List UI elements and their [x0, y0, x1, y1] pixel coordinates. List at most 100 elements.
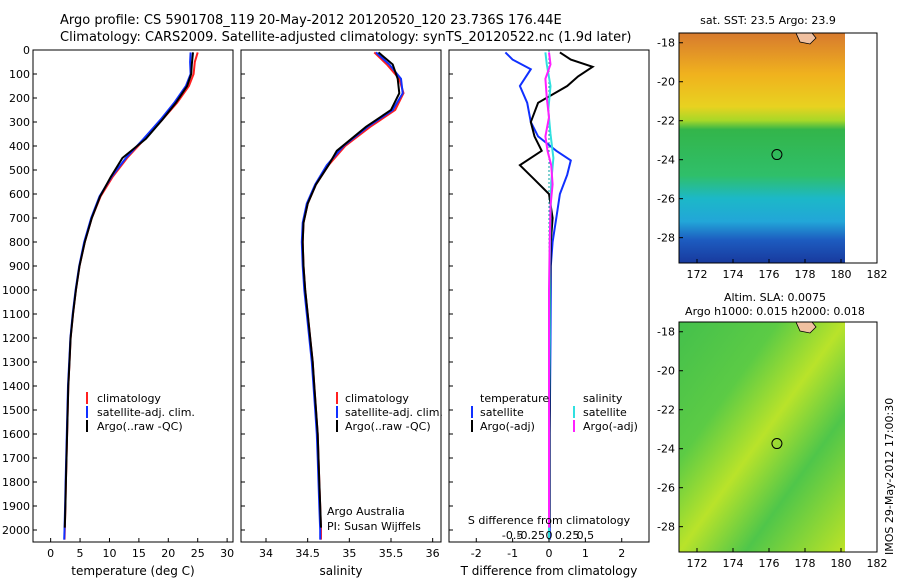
pi-note: PI: Susan Wijffels [327, 520, 421, 533]
x-tick-label: 30 [220, 547, 234, 560]
argo-position-marker [771, 438, 783, 450]
x2-tick-label: 0 [546, 529, 553, 542]
x-tick-label: 1 [582, 547, 589, 560]
x-tick-label: 2 [618, 547, 625, 560]
map-x-tick-label: 174 [723, 557, 744, 570]
sst-frame [678, 32, 878, 264]
x-tick-label: 34.5 [295, 547, 320, 560]
salinity-frame [240, 49, 442, 543]
x-tick-label: 0 [546, 547, 553, 560]
map-x-tick-label: 180 [831, 268, 852, 281]
map-y-tick-label: -18 [657, 326, 675, 339]
sst-land-mask [845, 33, 877, 263]
map-y-tick-label: -24 [657, 154, 675, 167]
map-x-tick-label: 172 [687, 268, 708, 281]
y-tick-label: 1900 [2, 500, 30, 513]
x-tick-label: 5 [77, 547, 84, 560]
map-x-tick-label: 176 [759, 268, 780, 281]
series-t-satellite [504, 51, 572, 540]
header-line1: Argo profile: CS 5901708_119 20-May-2012… [60, 13, 562, 28]
series-t-argo-adj- [518, 51, 595, 528]
temperature-legend: climatology satellite-adj. clim. Argo(..… [86, 392, 195, 433]
y-tick-label: 1000 [2, 284, 30, 297]
legend-label-satellite: satellite-adj. clim. [345, 406, 443, 419]
x2-tick-label: -0.25 [517, 529, 545, 542]
y-tick-label: 500 [9, 164, 30, 177]
map-x-tick-label: 180 [831, 557, 852, 570]
legend-label-t-satellite: satellite [480, 406, 524, 419]
y-tick-label: 1200 [2, 332, 30, 345]
map-y-tick-label: -26 [657, 482, 675, 495]
legend-label-climatology: climatology [97, 392, 161, 405]
map-y-tick-label: -20 [657, 365, 675, 378]
x-tick-label: 35 [342, 547, 356, 560]
header-line2: Climatology: CARS2009. Satellite-adjuste… [60, 30, 632, 45]
x-tick-label: 15 [132, 547, 146, 560]
x-tick-label: -1 [507, 547, 518, 560]
legend-title-salinity: salinity [583, 392, 623, 405]
y-tick-label: 300 [9, 116, 30, 129]
imos-side-label: IMOS 29-May-2012 17:00:30 [883, 398, 896, 555]
y-tick-label: 700 [9, 212, 30, 225]
y-tick-label: 1500 [2, 404, 30, 417]
x2-tick-label: 0.5 [577, 529, 595, 542]
y-tick-label: 1100 [2, 308, 30, 321]
t-diff-xlabel: T difference from climatology [460, 564, 638, 578]
legend-label-argo: Argo(..raw -QC) [345, 420, 431, 433]
sla-title: Altim. SLA: 0.0075 [724, 291, 826, 304]
x-tick-label: 0 [47, 547, 54, 560]
legend-label-satellite: satellite-adj. clim. [97, 406, 195, 419]
sla-subtitle: Argo h1000: 0.015 h2000: 0.018 [685, 305, 865, 318]
legend-title-temperature: temperature [480, 392, 549, 405]
series-climatology [63, 52, 199, 540]
temperature-xlabel: temperature (deg C) [71, 564, 194, 578]
map-y-tick-label: -18 [657, 37, 675, 50]
temperature-panel: 0 5 10 15 20 25 300100200300400500600700800900… [2, 44, 234, 578]
sla-frame [678, 321, 878, 553]
legend-label-t-argo: Argo(-adj) [480, 420, 535, 433]
salinity-legend: climatology satellite-adj. clim. Argo(..… [336, 392, 443, 433]
x-tick-label: 35.5 [379, 547, 404, 560]
salinity-xlabel: salinity [319, 564, 362, 578]
argo-position-marker [771, 149, 783, 161]
argo-australia-note: Argo Australia [327, 505, 405, 518]
legend-label-s-satellite: satellite [583, 406, 627, 419]
y-tick-label: 2000 [2, 524, 30, 537]
map-y-tick-label: -22 [657, 115, 675, 128]
legend-label-argo: Argo(..raw -QC) [97, 420, 183, 433]
map-y-tick-label: -28 [657, 232, 675, 245]
map-x-tick-label: 176 [759, 557, 780, 570]
map-y-tick-label: -28 [657, 521, 675, 534]
sst-field [679, 33, 845, 263]
x2-tick-label: -0.5 [502, 529, 523, 542]
y-tick-label: 1700 [2, 452, 30, 465]
map-x-tick-label: 178 [795, 557, 816, 570]
x-tick-label: 36 [426, 547, 440, 560]
y-tick-label: 400 [9, 140, 30, 153]
sla-land-mask [845, 322, 877, 552]
legend-label-climatology: climatology [345, 392, 409, 405]
y-tick-label: 1800 [2, 476, 30, 489]
series-satellite-adj-clim- [300, 51, 404, 540]
y-tick-label: 800 [9, 236, 30, 249]
sla-map: Altim. SLA: 0.0075 Argo h1000: 0.015 h20… [657, 291, 887, 570]
map-y-tick-label: -26 [657, 193, 675, 206]
y-tick-label: 1600 [2, 428, 30, 441]
difference-legend: temperature salinity satellite Argo(-adj… [471, 392, 638, 433]
y-tick-label: 600 [9, 188, 30, 201]
x-tick-label: 20 [161, 547, 175, 560]
y-tick-label: 0 [23, 44, 30, 57]
map-y-tick-label: -24 [657, 443, 675, 456]
temperature-frame [32, 49, 234, 543]
sst-title: sat. SST: 23.5 Argo: 23.9 [700, 14, 836, 27]
map-x-tick-label: 178 [795, 268, 816, 281]
sst-map: sat. SST: 23.5 Argo: 23.9 [657, 14, 887, 281]
series-argo-raw-qc- [301, 51, 401, 528]
map-x-tick-label: 182 [867, 557, 888, 570]
sla-field [679, 322, 845, 552]
map-y-tick-label: -22 [657, 404, 675, 417]
x-tick-label: 25 [191, 547, 205, 560]
salinity-panel: 34 34.5 35 35.5 36 salinity climatology sate… [240, 49, 443, 578]
series-argo-raw-qc- [63, 52, 194, 528]
